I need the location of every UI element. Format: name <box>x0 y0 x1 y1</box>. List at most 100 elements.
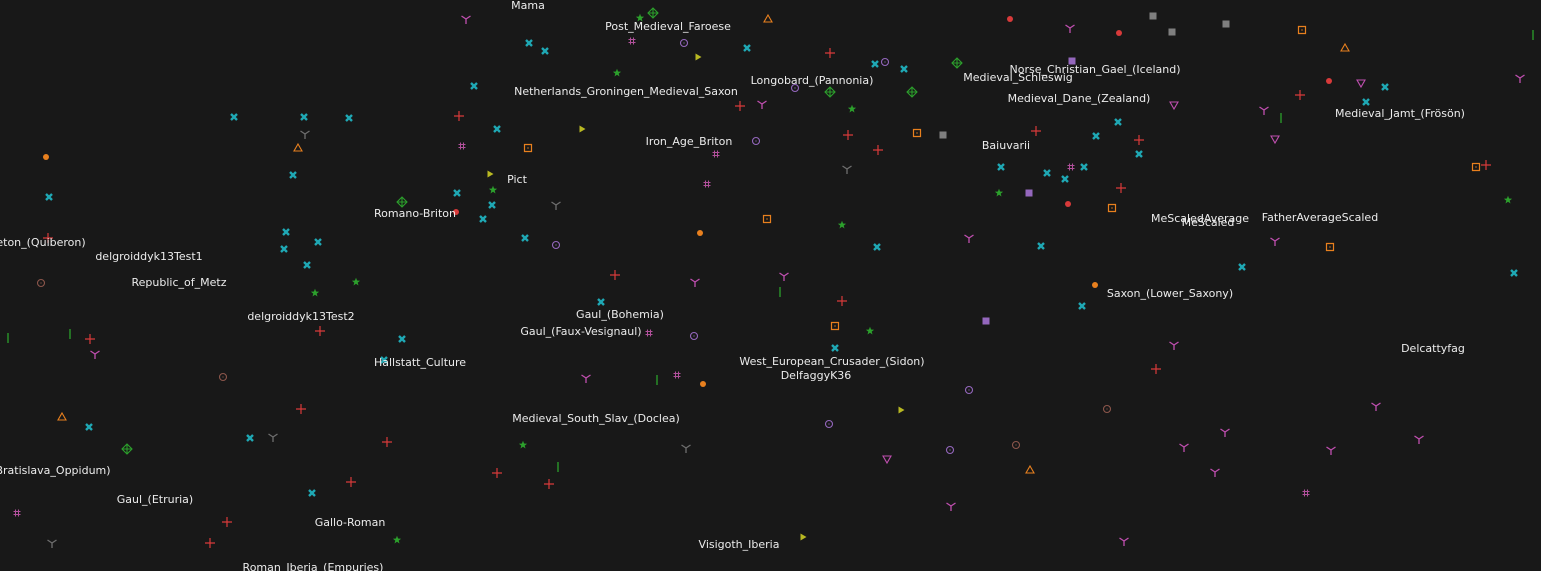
point <box>1169 101 1179 111</box>
point <box>268 433 278 442</box>
point <box>525 39 533 47</box>
point <box>289 171 297 179</box>
point <box>1037 242 1045 250</box>
point <box>1362 98 1370 106</box>
point <box>1080 163 1088 171</box>
point <box>1179 443 1189 452</box>
point <box>645 329 653 337</box>
point <box>1168 28 1176 36</box>
point <box>90 350 100 359</box>
point <box>647 7 659 19</box>
point <box>790 83 800 93</box>
point <box>246 434 254 442</box>
point <box>597 298 605 306</box>
point <box>521 234 529 242</box>
point <box>581 374 591 383</box>
point <box>945 445 955 455</box>
point <box>479 215 487 223</box>
point <box>964 234 974 243</box>
point <box>673 371 681 379</box>
point <box>296 404 306 414</box>
point <box>873 145 883 155</box>
point <box>681 444 691 453</box>
point <box>43 154 49 160</box>
point <box>743 44 751 52</box>
point <box>314 238 322 246</box>
point <box>551 240 561 250</box>
point-label: Gaul_(Bohemia) <box>576 308 664 321</box>
point <box>1107 203 1117 213</box>
point <box>453 209 459 215</box>
point-label: Medieval_Jamt_(Frösön) <box>1335 107 1465 120</box>
point <box>1065 201 1071 207</box>
point <box>300 130 310 139</box>
point <box>1356 79 1366 89</box>
point <box>964 385 974 395</box>
point <box>695 53 702 61</box>
point <box>85 423 93 431</box>
point <box>1065 24 1075 33</box>
point <box>690 278 700 287</box>
point <box>1210 468 1220 477</box>
point-label: Post_Medieval_Faroese <box>605 20 731 33</box>
point <box>1326 78 1332 84</box>
point <box>470 82 478 90</box>
point <box>824 419 834 429</box>
point <box>997 163 1005 171</box>
point <box>779 272 789 281</box>
point <box>751 136 761 146</box>
point <box>865 326 875 335</box>
point <box>1515 74 1525 83</box>
point <box>57 411 67 421</box>
point-label: Medieval_Schleswig <box>963 71 1072 84</box>
point <box>1092 282 1098 288</box>
point-label: Republic_of_Metz <box>132 276 227 289</box>
point-label: delgroiddyk13Test2 <box>247 310 354 323</box>
point <box>837 296 847 306</box>
point <box>346 477 356 487</box>
point <box>43 233 53 243</box>
point <box>579 125 586 133</box>
point <box>900 65 908 73</box>
point <box>610 270 620 280</box>
point-label: delgroiddyk13Test1 <box>95 250 202 263</box>
point-label: Baiuvarii <box>982 139 1030 152</box>
point <box>628 37 636 45</box>
point <box>946 502 956 511</box>
point <box>1011 440 1021 450</box>
point <box>912 128 922 138</box>
point <box>1078 302 1086 310</box>
point <box>1134 135 1144 145</box>
point <box>1068 57 1076 65</box>
point <box>351 277 361 286</box>
point-label: West_European_Crusader_(Sidon) <box>739 355 924 368</box>
point <box>1116 30 1122 36</box>
point-label: Pict <box>507 173 527 186</box>
point <box>205 538 215 548</box>
point <box>1116 183 1126 193</box>
point <box>1381 83 1389 91</box>
point <box>880 57 890 67</box>
point <box>1119 537 1129 546</box>
point-label: DelfaggyK36 <box>781 369 852 382</box>
point <box>541 47 549 55</box>
point <box>763 13 773 23</box>
point <box>1510 269 1518 277</box>
point-label: Mama <box>511 0 545 12</box>
point <box>230 113 238 121</box>
point <box>873 243 881 251</box>
point <box>871 60 879 68</box>
point <box>1295 90 1305 100</box>
point-label: Romano-Briton <box>374 207 456 220</box>
point <box>1169 341 1179 350</box>
point <box>13 509 21 517</box>
point <box>1114 118 1122 126</box>
point-label: Norse_Christian_Gael_(Iceland) <box>1009 63 1180 76</box>
point <box>1061 175 1069 183</box>
point-label: Delcattyfag <box>1401 342 1465 355</box>
point <box>345 114 353 122</box>
point-label: Visigoth_Iberia <box>699 538 780 551</box>
point-label: FatherAverageScaled <box>1262 211 1378 224</box>
point <box>1031 126 1041 136</box>
